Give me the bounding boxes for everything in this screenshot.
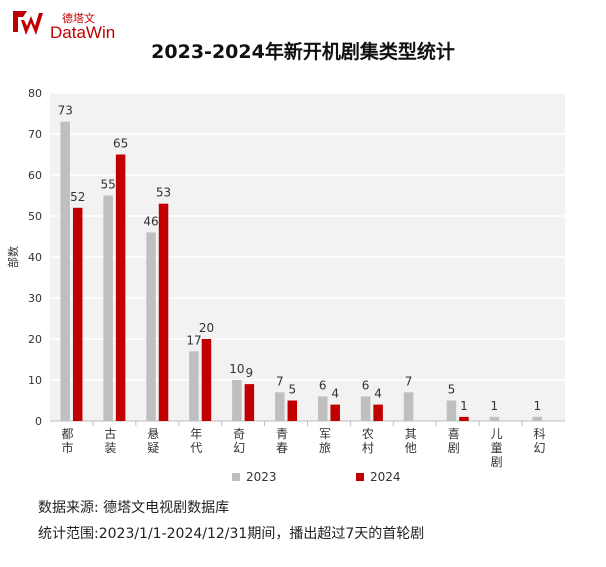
x-tick-label: 科幻	[534, 427, 546, 455]
data-label: 17	[186, 333, 201, 347]
logo-text-en: DataWin	[50, 23, 116, 42]
legend-item-2024: 2024	[356, 470, 401, 484]
data-label: 10	[229, 362, 244, 376]
data-label: 9	[246, 366, 254, 380]
data-label: 7	[276, 374, 284, 388]
legend-swatch-2024	[356, 473, 364, 481]
data-label: 20	[199, 321, 214, 335]
x-tick-label: 青春	[276, 427, 288, 455]
x-tick-label: 奇幻	[233, 427, 245, 455]
y-tick-label: 70	[28, 128, 42, 141]
x-tick-label: 悬疑	[147, 427, 159, 455]
x-tick-label: 古装	[104, 426, 116, 455]
bar-chart: 01020304050607080部数都市7352古装5565悬疑4653年代1…	[6, 87, 565, 469]
data-label: 5	[288, 383, 296, 397]
bar-2023	[189, 351, 199, 421]
bar-2023	[360, 396, 371, 421]
data-label: 7	[405, 374, 413, 388]
footer-source: 数据来源: 德塔文电视剧数据库	[38, 500, 230, 516]
bar-2024	[158, 203, 169, 421]
legend-item-2023: 2023	[232, 470, 277, 484]
bar-2023	[275, 392, 285, 421]
bar-2024	[287, 400, 298, 421]
data-label: 73	[58, 104, 73, 118]
y-tick-label: 80	[28, 87, 42, 100]
x-tick-label: 其他	[405, 427, 417, 455]
bar-2023	[446, 400, 457, 421]
data-label: 4	[374, 387, 382, 401]
data-label: 46	[143, 214, 158, 228]
y-tick-label: 40	[28, 251, 42, 264]
data-label: 55	[100, 178, 115, 192]
data-label: 65	[113, 137, 128, 151]
data-label: 1	[533, 399, 541, 413]
data-label: 5	[448, 383, 456, 397]
datawin-logo: 德塔文 DataWin	[10, 8, 120, 44]
y-tick-label: 60	[28, 169, 42, 182]
bar-2024	[330, 404, 340, 421]
bar-2023	[60, 121, 70, 421]
bar-2024	[72, 207, 83, 421]
x-tick-label: 军旅	[319, 427, 331, 455]
bar-2023	[232, 380, 242, 421]
bar-2023	[317, 396, 328, 421]
chart-title: 2023-2024年新开机剧集类型统计	[151, 41, 455, 63]
datawin-logo-mark	[13, 11, 43, 35]
bar-2023	[489, 416, 500, 421]
legend-label-2024: 2024	[370, 470, 401, 484]
bar-2024	[244, 384, 255, 421]
legend-label-2023: 2023	[246, 470, 277, 484]
y-tick-label: 20	[28, 333, 42, 346]
legend-swatch-2023	[232, 473, 240, 481]
y-tick-label: 50	[28, 210, 42, 223]
bar-2024	[373, 404, 383, 421]
y-axis-label: 部数	[6, 246, 20, 268]
data-label: 53	[156, 186, 171, 200]
bar-2023	[146, 232, 156, 421]
data-label: 4	[331, 387, 339, 401]
x-tick-label: 年代	[190, 427, 202, 455]
bar-2023	[532, 416, 543, 421]
bar-2024	[201, 339, 212, 421]
logo-text-cn: 德塔文	[62, 12, 95, 25]
x-tick-label: 儿童剧	[491, 427, 503, 469]
x-tick-label: 喜剧	[448, 427, 460, 455]
data-label: 6	[362, 378, 370, 392]
y-tick-label: 0	[35, 415, 42, 428]
bar-2023	[103, 195, 113, 421]
x-tick-label: 都市	[61, 427, 73, 455]
x-tick-label: 农村	[362, 427, 374, 455]
y-tick-label: 30	[28, 292, 42, 305]
footer-range: 统计范围:2023/1/1-2024/12/31期间，播出超过7天的首轮剧	[38, 526, 425, 542]
data-label: 1	[460, 399, 468, 413]
data-label: 52	[70, 190, 85, 204]
y-tick-label: 10	[28, 374, 42, 387]
bar-2023	[403, 392, 414, 421]
bar-2024	[459, 416, 469, 421]
bar-2024	[115, 154, 126, 421]
data-label: 1	[491, 399, 499, 413]
data-label: 6	[319, 378, 327, 392]
